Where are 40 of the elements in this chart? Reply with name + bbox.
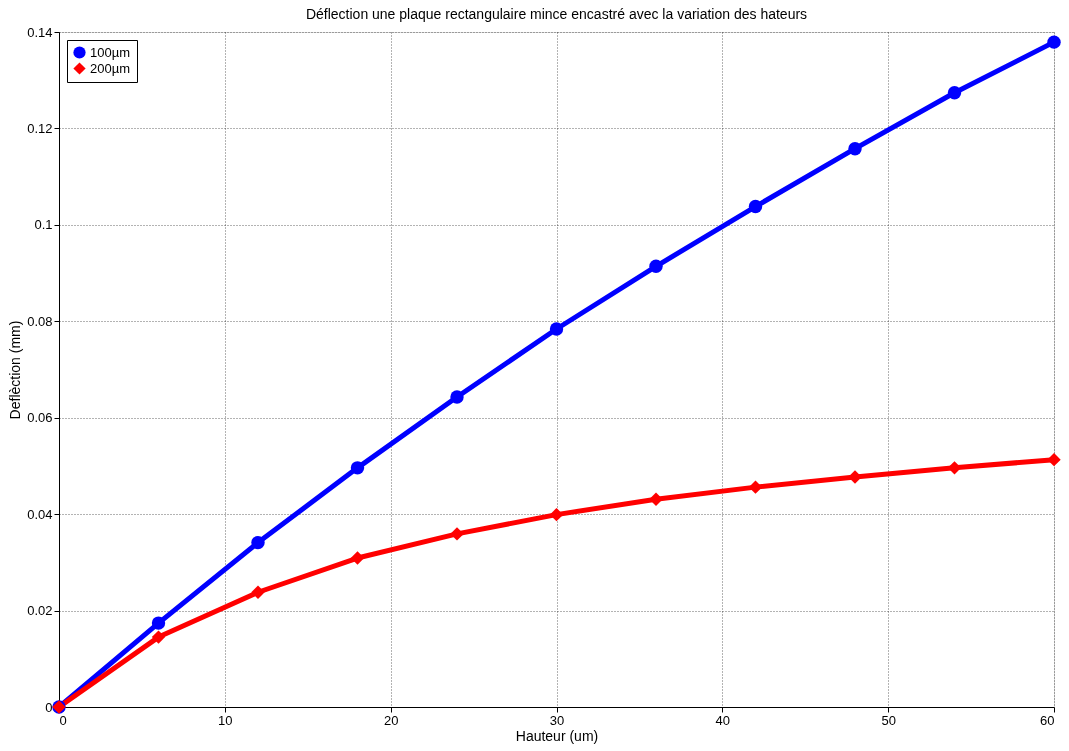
point xyxy=(151,616,166,630)
point xyxy=(450,527,464,541)
point xyxy=(848,470,862,484)
point xyxy=(748,480,763,494)
chart-title: Déflection une plaque rectangulaire mince encastré avec la variation des hateurs xyxy=(305,6,808,22)
point xyxy=(1047,452,1061,467)
point xyxy=(649,492,663,506)
point xyxy=(251,585,265,599)
y-tick-label: 0.06 xyxy=(27,410,53,426)
legend-label: 100µm xyxy=(90,44,131,60)
point xyxy=(549,507,564,522)
y-tick-label: 0.08 xyxy=(27,313,53,329)
y-tick-label: 0.12 xyxy=(27,120,53,136)
point xyxy=(649,259,663,274)
x-tick-label: 0 xyxy=(59,712,67,728)
y-tick-label: 0.1 xyxy=(34,217,53,233)
x-tick-label: 60 xyxy=(1040,712,1055,728)
y-tick-label: 0 xyxy=(45,699,53,715)
x-tick-label: 10 xyxy=(218,712,233,728)
x-tick-label: 50 xyxy=(881,712,896,728)
x-tick-label: 40 xyxy=(715,712,731,728)
point xyxy=(450,390,464,404)
y-tick-label: 0.02 xyxy=(27,603,53,619)
point xyxy=(151,630,166,644)
point xyxy=(848,141,862,156)
x-axis-title: Hauteur (um) xyxy=(515,727,599,744)
legend-label: 200µm xyxy=(90,60,131,76)
point xyxy=(350,461,365,475)
point xyxy=(251,535,265,550)
point xyxy=(947,461,962,475)
point xyxy=(549,322,564,336)
y-axis-title: Deflèction (mm) xyxy=(7,320,24,420)
point xyxy=(748,199,763,214)
point xyxy=(1047,35,1061,49)
point xyxy=(947,86,962,100)
y-tick-label: 0.14 xyxy=(27,24,53,40)
x-tick-label: 30 xyxy=(549,712,565,728)
y-tick-label: 0.04 xyxy=(27,506,53,522)
point xyxy=(350,551,365,565)
x-tick-label: 20 xyxy=(383,712,399,728)
